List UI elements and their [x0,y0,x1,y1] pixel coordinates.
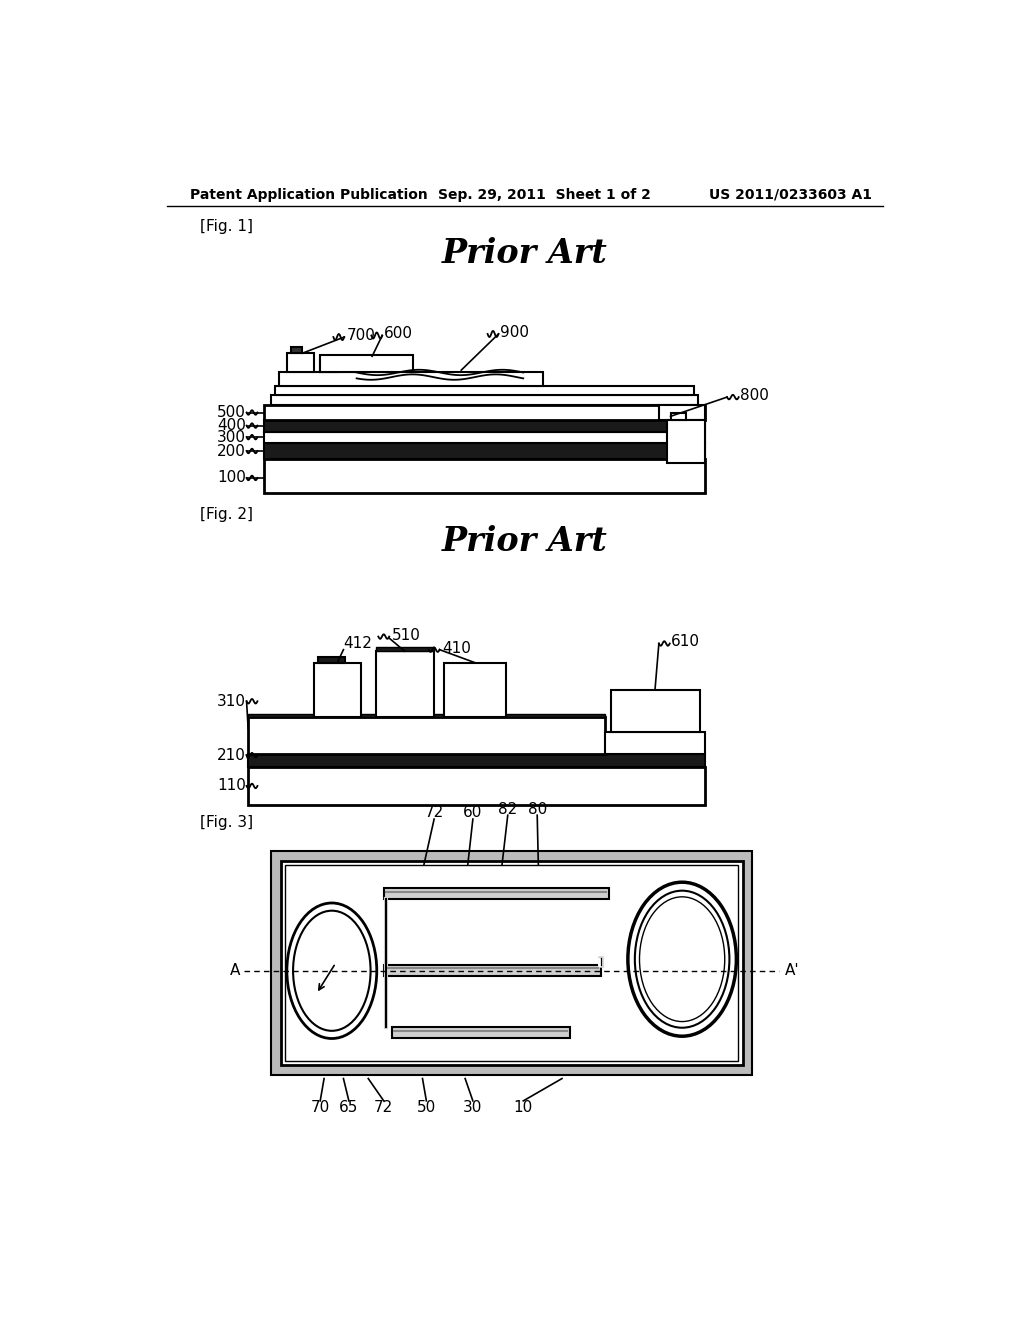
Bar [667,420,706,462]
Text: 412: 412 [343,636,373,651]
Text: [Fig. 2]: [Fig. 2] [200,507,253,521]
Text: 70: 70 [310,1100,330,1114]
Text: A: A [230,964,241,978]
Bar [384,888,608,899]
Bar [604,733,706,754]
Bar [263,432,706,444]
Text: 72: 72 [374,1100,393,1114]
Bar [384,965,601,977]
Bar [321,355,414,372]
Bar [271,851,752,1074]
Bar [248,754,706,767]
Bar [444,663,506,717]
Bar [317,656,345,663]
Text: 200: 200 [217,444,246,458]
Text: 80: 80 [527,801,547,817]
Bar [275,385,693,395]
Text: 60: 60 [463,805,482,821]
Bar [658,405,706,420]
Ellipse shape [635,891,729,1028]
Text: 82: 82 [498,801,517,817]
Text: 700: 700 [346,327,376,343]
Bar [314,663,360,717]
Text: 500: 500 [217,405,246,420]
Ellipse shape [628,882,736,1036]
Bar [321,358,337,372]
Bar [263,459,706,494]
Text: 510: 510 [391,628,421,643]
Bar [248,717,604,754]
Bar [671,412,686,420]
Bar [391,1027,569,1038]
Text: 30: 30 [463,1100,482,1114]
Bar [248,714,604,717]
Text: 900: 900 [500,325,529,341]
Text: 800: 800 [740,388,769,403]
Text: 210: 210 [217,747,246,763]
Text: 300: 300 [217,429,246,445]
Text: 400: 400 [217,418,246,433]
Text: 110: 110 [217,779,246,793]
Bar [263,420,706,432]
Ellipse shape [287,903,377,1039]
Text: [Fig. 1]: [Fig. 1] [200,219,253,234]
Bar [291,347,302,354]
Text: 65: 65 [339,1100,358,1114]
Text: Sep. 29, 2011  Sheet 1 of 2: Sep. 29, 2011 Sheet 1 of 2 [438,187,651,202]
Text: 310: 310 [217,694,246,709]
Bar [286,866,738,1061]
Ellipse shape [640,896,725,1022]
Text: 600: 600 [384,326,413,342]
Text: Prior Art: Prior Art [442,525,607,558]
Text: 72: 72 [425,805,443,821]
Ellipse shape [293,911,371,1031]
Text: Prior Art: Prior Art [442,236,607,269]
Text: US 2011/0233603 A1: US 2011/0233603 A1 [710,187,872,202]
Text: A': A' [784,964,799,978]
Bar [287,354,314,372]
Text: Patent Application Publication: Patent Application Publication [190,187,428,202]
Text: 10: 10 [514,1100,532,1114]
Bar [248,767,706,805]
Bar [376,647,434,651]
Bar [611,689,700,733]
Bar [280,372,543,385]
Text: 610: 610 [671,635,699,649]
Text: 410: 410 [442,642,471,656]
Text: [Fig. 3]: [Fig. 3] [200,814,253,830]
Bar [281,861,742,1065]
Bar [376,651,434,717]
Bar [263,444,706,459]
Text: 100: 100 [217,470,246,486]
Text: 50: 50 [417,1100,436,1114]
Bar [271,395,697,405]
Bar [263,405,706,420]
